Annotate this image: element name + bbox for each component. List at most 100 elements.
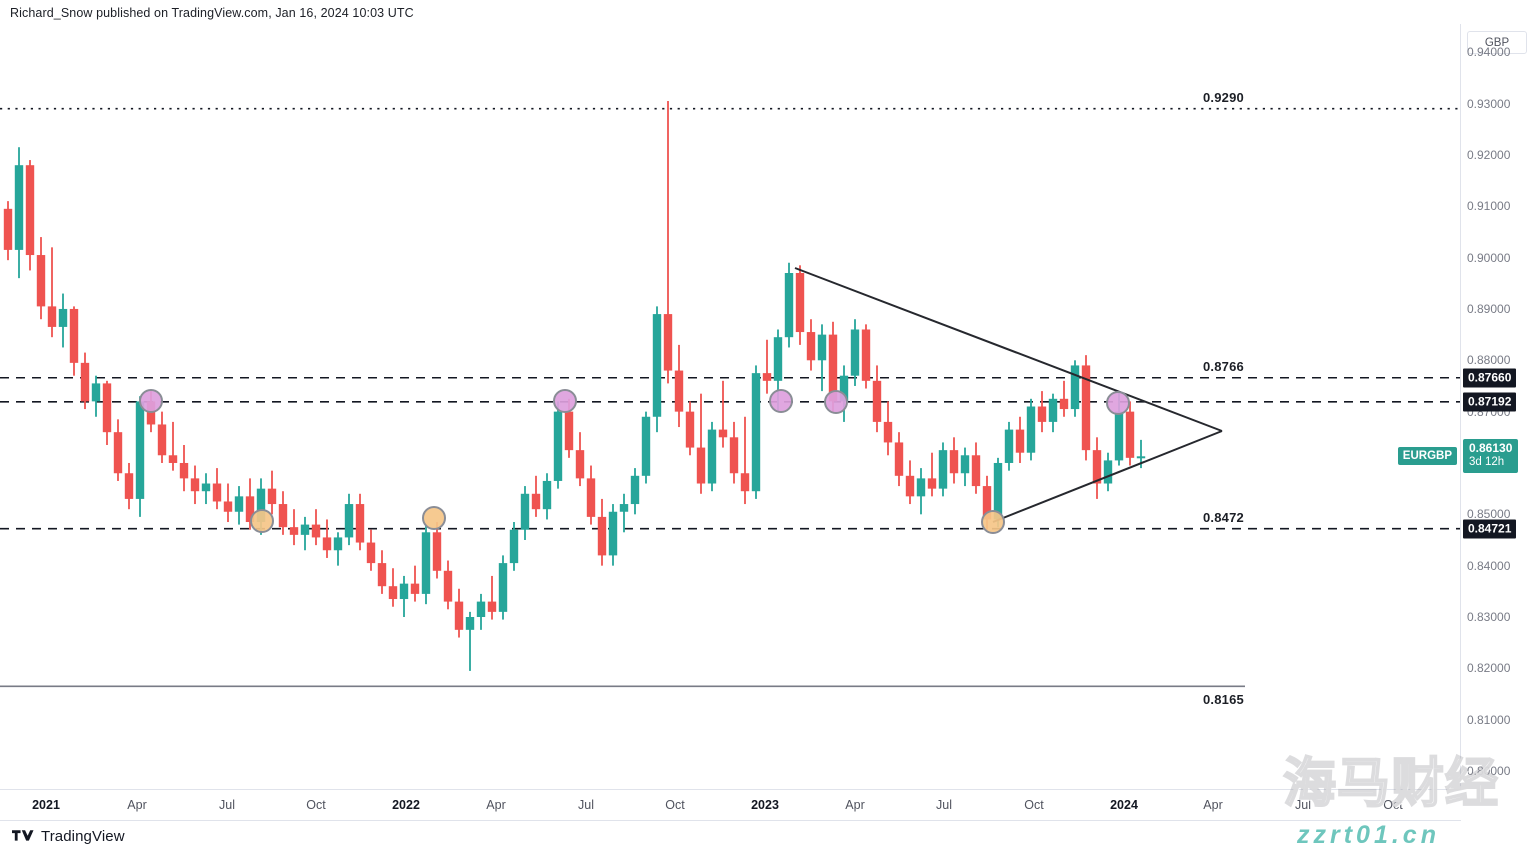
marker-support[interactable] — [981, 510, 1005, 534]
candle — [971, 442, 981, 494]
publisher-attribution: Richard_Snow published on TradingView.co… — [10, 6, 414, 20]
candle — [1037, 391, 1047, 433]
candle — [91, 375, 101, 417]
time-tick: Oct — [306, 798, 326, 812]
symbol-tag: EURGBP — [1397, 447, 1457, 466]
marker-resistance[interactable] — [1106, 391, 1130, 415]
candle — [168, 421, 178, 471]
time-tick: 2022 — [392, 798, 420, 812]
candle — [80, 352, 90, 410]
candle — [300, 516, 310, 551]
candle — [1125, 401, 1135, 466]
candle — [575, 432, 585, 487]
candle — [3, 201, 13, 261]
time-tick: Jul — [219, 798, 235, 812]
candle — [421, 524, 431, 605]
level-label-0.8766: 0.8766 — [1203, 358, 1244, 374]
candle — [245, 478, 255, 530]
tradingview-wordmark: TradingView — [41, 828, 125, 845]
trendline-descending-resistance[interactable] — [794, 267, 1223, 432]
last-price-value: 0.86130 — [1469, 441, 1513, 456]
candle — [685, 401, 695, 456]
candle — [333, 532, 343, 566]
candle — [817, 324, 827, 392]
candle — [949, 437, 959, 484]
marker-resistance[interactable] — [553, 389, 577, 413]
candle — [47, 247, 57, 338]
candle — [179, 445, 189, 492]
candle — [388, 568, 398, 607]
price-tick: 0.80000 — [1467, 764, 1511, 779]
candle — [531, 475, 541, 517]
candle — [201, 473, 211, 505]
candle — [938, 442, 948, 497]
candle — [465, 611, 475, 671]
time-scale[interactable]: 2021 Apr Jul Oct 2022 Apr Jul Oct 2023 Apr Jul Oct 2… — [0, 789, 1461, 821]
candle — [960, 447, 970, 487]
level-label-0.8472: 0.8472 — [1203, 509, 1244, 525]
candle — [256, 478, 266, 535]
marker-support[interactable] — [422, 506, 446, 530]
candlestick-chart-svg — [0, 101, 1460, 688]
candle — [542, 473, 552, 520]
price-tick: 0.90000 — [1467, 250, 1511, 265]
candle — [36, 237, 46, 320]
candle — [14, 147, 24, 279]
trendline-ascending-support[interactable] — [992, 430, 1223, 523]
price-tick: 0.83000 — [1467, 610, 1511, 624]
candle — [828, 321, 838, 412]
marker-support[interactable] — [250, 509, 274, 533]
candle — [641, 411, 651, 484]
candle — [234, 486, 244, 525]
candle — [509, 522, 519, 571]
candle — [773, 329, 783, 412]
candle — [454, 588, 464, 638]
candle — [1059, 380, 1069, 417]
price-tick: 0.88000 — [1467, 353, 1511, 368]
candle — [289, 509, 299, 546]
tradingview-logo[interactable]: TradingView — [12, 828, 125, 845]
candle — [894, 432, 904, 487]
time-tick: 2021 — [32, 798, 60, 812]
marker-resistance[interactable] — [824, 390, 848, 414]
candle — [674, 344, 684, 428]
candle — [905, 460, 915, 505]
time-tick: Jul — [1295, 798, 1311, 812]
level-label-0.9290: 0.9290 — [1203, 89, 1244, 105]
marker-resistance[interactable] — [769, 389, 793, 413]
candle — [223, 483, 233, 523]
candle — [157, 411, 167, 463]
candle — [751, 365, 761, 499]
candle — [1070, 360, 1080, 417]
candle — [124, 462, 134, 510]
candle — [25, 160, 35, 271]
candle — [355, 493, 365, 551]
candle — [399, 575, 409, 618]
candle — [652, 306, 662, 433]
time-tick: Apr — [486, 798, 506, 812]
price-tick: 0.91000 — [1467, 199, 1511, 214]
candle — [850, 319, 860, 386]
candle — [608, 504, 618, 566]
candle — [190, 465, 200, 505]
candle — [1004, 421, 1014, 471]
time-tick: 2024 — [1110, 798, 1138, 812]
candle — [69, 306, 79, 376]
candle — [135, 396, 145, 517]
candle — [564, 398, 574, 458]
candle — [212, 468, 222, 510]
price-tick: 0.85000 — [1467, 507, 1511, 522]
price-tick: 0.93000 — [1467, 96, 1511, 111]
currency-chip[interactable]: GBP — [1467, 31, 1527, 54]
price-tick: 0.84000 — [1467, 558, 1511, 573]
candle — [806, 319, 816, 371]
price-scale[interactable]: GBP 0.94000 0.93000 0.92000 0.91000 0.90000 0… — [1461, 24, 1533, 789]
last-price-badge[interactable]: 0.86130 3d 12h — [1463, 439, 1519, 474]
bar-countdown: 3d 12h — [1469, 456, 1505, 469]
marker-resistance[interactable] — [139, 389, 163, 413]
candle — [597, 498, 607, 566]
candle — [410, 565, 420, 602]
candle — [553, 401, 563, 489]
chart-plot-area[interactable] — [0, 24, 1461, 789]
candle — [498, 555, 508, 620]
